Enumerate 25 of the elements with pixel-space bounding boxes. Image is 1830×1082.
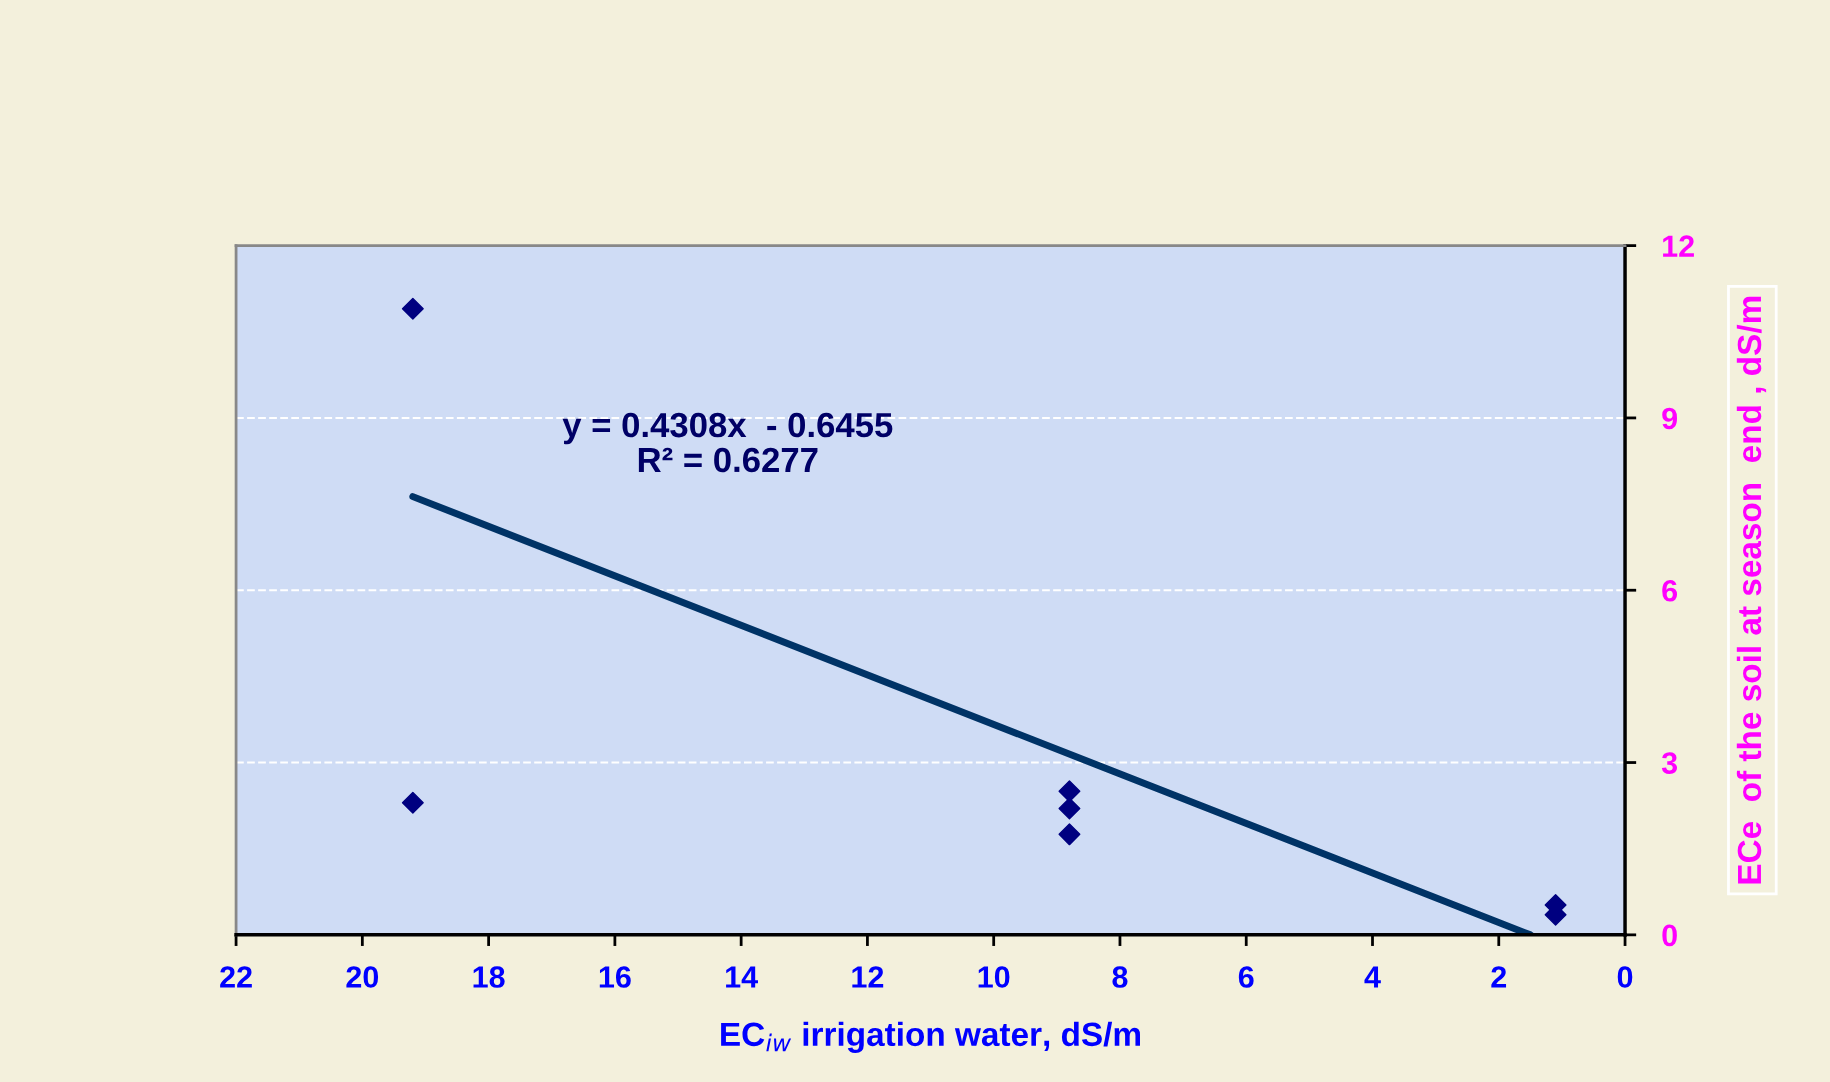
x-tick-label: 16 bbox=[599, 966, 631, 988]
y-tick-label: 0 bbox=[1662, 924, 1677, 947]
y-tick-label: 6 bbox=[1662, 579, 1678, 602]
x-tick-label: 8 bbox=[1112, 966, 1128, 988]
point bbox=[1058, 780, 1081, 803]
x-tick-label: 2 bbox=[1491, 966, 1507, 988]
x-tick-label: 4 bbox=[1364, 966, 1381, 988]
x-tick-label: 0 bbox=[1617, 966, 1633, 988]
x-tick-label: 12 bbox=[852, 966, 884, 988]
x-tick-label: 18 bbox=[473, 966, 505, 988]
x-tick-label: 20 bbox=[346, 966, 379, 988]
y-tick-label: 3 bbox=[1661, 752, 1678, 774]
point bbox=[401, 297, 424, 320]
x-tick-label: 10 bbox=[978, 966, 1010, 988]
y-axis-title: ECe of the soil at season end , dS/m bbox=[1736, 296, 1767, 884]
y-tick-label: 12 bbox=[1663, 235, 1694, 257]
point bbox=[1058, 823, 1081, 846]
x-tick-label: 6 bbox=[1238, 966, 1254, 988]
x-tick-label: 22 bbox=[220, 966, 252, 988]
x-tick-label: 14 bbox=[726, 966, 758, 988]
annotation: y = 0.4308x - 0.6455 R² = 0.6277 bbox=[562, 412, 893, 473]
point bbox=[1058, 797, 1081, 820]
x-axis-title: EC$_{iw}$ irrigation water, dS/m bbox=[721, 1021, 1140, 1053]
point bbox=[401, 791, 424, 814]
y-tick-label: 9 bbox=[1662, 407, 1678, 430]
